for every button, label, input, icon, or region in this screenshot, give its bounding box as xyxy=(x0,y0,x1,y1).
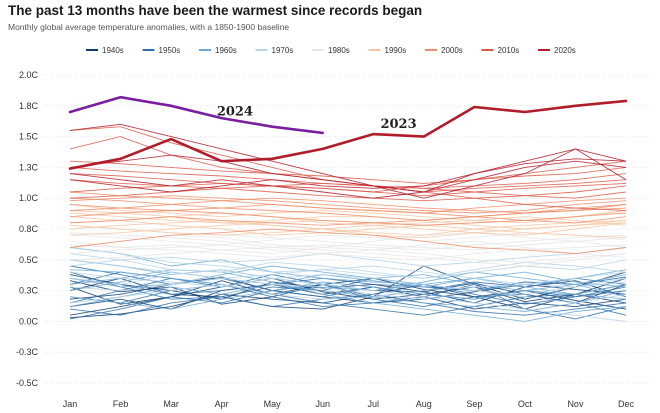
y-tick-label: 1.0C xyxy=(19,193,39,203)
series-line-2000s xyxy=(69,203,627,226)
series-line-1960s xyxy=(69,269,627,300)
legend-label-1960s: 1960s xyxy=(215,46,237,55)
y-tick-label: 1.8C xyxy=(19,101,39,111)
legend-label-2020s: 2020s xyxy=(554,46,576,55)
series-line-1970s xyxy=(69,271,627,304)
series-line-1990s xyxy=(69,219,627,236)
y-tick-label: -0.5C xyxy=(16,378,39,388)
x-tick-label: Dec xyxy=(618,399,635,409)
series-line-1950s xyxy=(69,276,627,295)
background-series xyxy=(69,123,627,322)
series-line-2000s xyxy=(69,203,627,224)
x-tick-label: Feb xyxy=(113,399,129,409)
x-tick-label: Aug xyxy=(416,399,432,409)
series-line-1970s xyxy=(69,259,627,288)
y-tick-label: 0.3C xyxy=(19,286,39,296)
series-line-2020s xyxy=(69,158,627,193)
series-line-2023 xyxy=(68,99,628,170)
series-line-1970s xyxy=(69,259,627,279)
legend: 1940s 1950s 1960s 1970s 1980s 1990s 2000s 2010s… xyxy=(86,46,576,55)
series-line-2000s xyxy=(69,207,627,226)
series-line-1970s xyxy=(69,277,627,304)
y-tick-label: 1.3C xyxy=(19,162,39,172)
y-tick-label: 0.8C xyxy=(19,224,39,234)
series-line-2000s xyxy=(69,195,627,214)
y-axis-ticks: 2.0C 1.8C 1.5C 1.3C 1.0C 0.8C 0.5C 0.3C 0.0C -0.3… xyxy=(16,70,39,388)
series-line-2020s xyxy=(69,160,627,199)
chart-title: The past 13 months have been the warmest… xyxy=(8,3,423,18)
series-line-1970s xyxy=(69,247,627,279)
gridlines xyxy=(44,74,652,384)
series-line-2000s xyxy=(69,228,627,255)
series-line-1950s xyxy=(69,283,627,320)
annotation-2024: 2024 xyxy=(217,105,253,120)
series-line-1990s xyxy=(69,212,627,230)
legend-label-1950s: 1950s xyxy=(159,46,181,55)
x-tick-label: May xyxy=(264,399,282,409)
x-tick-label: Jul xyxy=(368,399,380,409)
x-tick-label: Apr xyxy=(215,399,229,409)
y-tick-label: 0.5C xyxy=(19,255,39,265)
highlight-series xyxy=(68,95,628,170)
series-line-1950s xyxy=(69,277,627,320)
annotations: 2024 2023 xyxy=(217,105,417,132)
y-tick-label: 2.0C xyxy=(19,70,39,80)
series-line-1970s xyxy=(69,247,627,267)
series-line-2010s xyxy=(69,179,627,202)
legend-label-2000s: 2000s xyxy=(441,46,463,55)
y-tick-label: 0.0C xyxy=(19,316,39,326)
chart-subtitle: Monthly global average temperature anoma… xyxy=(8,22,290,32)
series-line-1980s xyxy=(69,244,627,261)
x-tick-label: Jan xyxy=(63,399,78,409)
series-line-2020s xyxy=(69,123,627,193)
series-line-1970s xyxy=(69,269,627,322)
series-line-1980s xyxy=(69,240,627,263)
series-line-1990s xyxy=(69,216,627,236)
legend-label-1990s: 1990s xyxy=(385,46,407,55)
legend-label-1940s: 1940s xyxy=(102,46,124,55)
x-tick-label: Jun xyxy=(315,399,330,409)
series-line-2000s xyxy=(69,191,627,214)
x-tick-label: Mar xyxy=(163,399,179,409)
annotation-2023: 2023 xyxy=(380,117,416,132)
x-tick-label: Sep xyxy=(466,399,482,409)
series-line-2010s xyxy=(69,160,627,193)
legend-label-2010s: 2010s xyxy=(498,46,520,55)
series-line-1960s xyxy=(69,265,627,295)
y-tick-label: 1.5C xyxy=(19,132,39,142)
series-line-1950s xyxy=(69,293,627,316)
x-tick-label: Nov xyxy=(567,399,584,409)
series-line-1970s xyxy=(69,271,627,295)
series-line-1960s xyxy=(69,271,627,292)
series-line-1980s xyxy=(69,240,627,258)
series-line-2024 xyxy=(68,95,325,135)
x-tick-label: Oct xyxy=(518,399,533,409)
x-axis-ticks: Jan Feb Mar Apr May Jun Jul Aug Sep Oct Nov Dec xyxy=(63,399,635,409)
y-tick-label: -0.3C xyxy=(16,347,39,357)
series-line-1980s xyxy=(69,232,627,251)
legend-label-1970s: 1970s xyxy=(272,46,294,55)
series-line-1960s xyxy=(69,281,627,310)
series-line-2010s xyxy=(69,182,627,199)
series-line-1990s xyxy=(69,203,627,224)
series-line-2010s xyxy=(69,160,627,184)
series-line-2020s xyxy=(69,148,627,199)
legend-label-1980s: 1980s xyxy=(328,46,350,55)
